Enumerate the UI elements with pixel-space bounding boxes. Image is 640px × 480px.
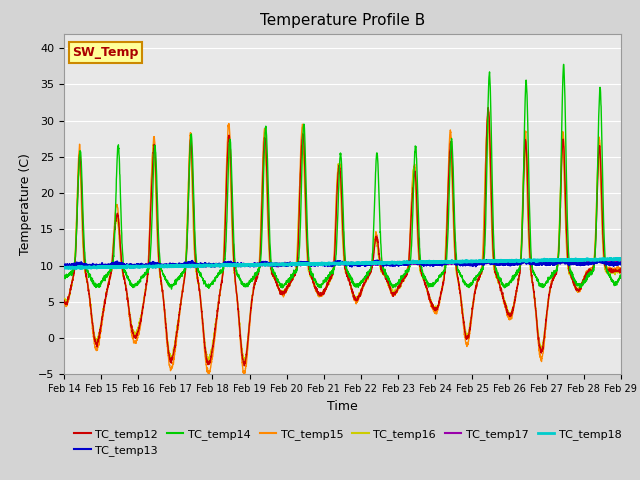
- Text: SW_Temp: SW_Temp: [72, 46, 139, 59]
- TC_temp15: [547, 284, 554, 289]
- TC_temp15: [205, 372, 212, 377]
- TC_temp18: [546, 257, 554, 263]
- TC_temp13: [130, 265, 138, 271]
- TC_temp17: [546, 259, 554, 265]
- TC_temp14: [617, 274, 625, 280]
- TC_temp12: [241, 363, 248, 369]
- TC_temp13: [617, 262, 625, 267]
- TC_temp13: [274, 261, 282, 267]
- TC_temp16: [60, 297, 68, 303]
- TC_temp16: [484, 113, 492, 119]
- TC_temp14: [157, 262, 164, 268]
- Line: TC_temp18: TC_temp18: [64, 258, 621, 268]
- TC_temp15: [606, 266, 614, 272]
- TC_temp15: [274, 285, 282, 291]
- TC_temp12: [617, 266, 625, 272]
- TC_temp13: [298, 259, 306, 265]
- TC_temp12: [60, 297, 68, 303]
- TC_temp12: [298, 142, 306, 148]
- X-axis label: Time: Time: [327, 400, 358, 413]
- TC_temp17: [617, 259, 625, 264]
- Line: TC_temp14: TC_temp14: [64, 64, 621, 289]
- TC_temp18: [274, 261, 282, 267]
- TC_temp18: [157, 264, 164, 269]
- TC_temp16: [157, 276, 164, 282]
- TC_temp17: [594, 257, 602, 263]
- TC_temp13: [606, 262, 614, 267]
- TC_temp12: [547, 284, 554, 290]
- TC_temp14: [124, 273, 131, 279]
- TC_temp16: [298, 147, 306, 153]
- Legend: TC_temp12, TC_temp13, TC_temp14, TC_temp15, TC_temp16, TC_temp17, TC_temp18: TC_temp12, TC_temp13, TC_temp14, TC_temp…: [70, 424, 626, 460]
- TC_temp14: [606, 272, 614, 278]
- TC_temp15: [157, 275, 164, 280]
- TC_temp12: [157, 274, 164, 279]
- TC_temp18: [606, 257, 614, 263]
- Y-axis label: Temperature (C): Temperature (C): [19, 153, 33, 255]
- TC_temp17: [124, 264, 132, 269]
- TC_temp18: [60, 265, 68, 271]
- Line: TC_temp12: TC_temp12: [64, 108, 621, 366]
- TC_temp12: [484, 105, 492, 110]
- TC_temp13: [547, 262, 554, 267]
- TC_temp12: [606, 267, 614, 273]
- Line: TC_temp13: TC_temp13: [64, 260, 621, 268]
- TC_temp14: [168, 286, 175, 292]
- TC_temp16: [547, 287, 554, 293]
- Title: Temperature Profile B: Temperature Profile B: [260, 13, 425, 28]
- Line: TC_temp16: TC_temp16: [64, 116, 621, 362]
- Line: TC_temp17: TC_temp17: [64, 260, 621, 268]
- TC_temp14: [274, 277, 282, 283]
- TC_temp17: [606, 259, 614, 264]
- TC_temp18: [72, 265, 80, 271]
- TC_temp15: [484, 109, 492, 115]
- TC_temp13: [157, 263, 164, 268]
- TC_temp17: [298, 262, 306, 267]
- TC_temp13: [520, 257, 528, 263]
- TC_temp16: [606, 268, 614, 274]
- TC_temp17: [274, 261, 282, 267]
- TC_temp16: [241, 360, 248, 365]
- TC_temp18: [298, 262, 306, 268]
- TC_temp16: [124, 295, 131, 300]
- TC_temp13: [60, 263, 68, 269]
- TC_temp15: [617, 267, 625, 273]
- TC_temp14: [60, 273, 68, 279]
- TC_temp15: [60, 300, 68, 305]
- TC_temp18: [124, 264, 132, 270]
- TC_temp12: [274, 282, 282, 288]
- TC_temp15: [124, 297, 131, 302]
- TC_temp13: [124, 262, 131, 268]
- TC_temp17: [76, 265, 84, 271]
- TC_temp14: [546, 276, 554, 281]
- TC_temp17: [157, 263, 164, 269]
- TC_temp18: [617, 256, 625, 262]
- TC_temp16: [617, 269, 625, 275]
- TC_temp14: [560, 61, 568, 67]
- TC_temp18: [613, 255, 621, 261]
- TC_temp16: [274, 282, 282, 288]
- Line: TC_temp15: TC_temp15: [64, 112, 621, 374]
- TC_temp17: [60, 264, 68, 269]
- TC_temp15: [298, 127, 306, 132]
- TC_temp12: [124, 295, 131, 300]
- TC_temp14: [298, 167, 306, 172]
